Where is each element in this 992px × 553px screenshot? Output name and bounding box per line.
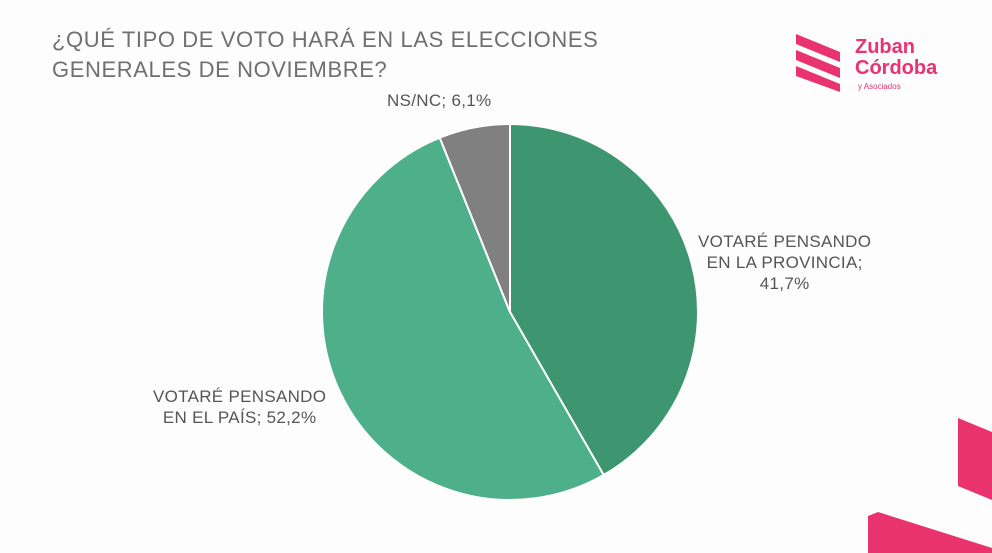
logo-line-1: Zuban	[855, 36, 915, 58]
logo-line-2: Córdoba	[855, 57, 938, 79]
pie-slice-0	[509, 122, 699, 477]
slice-label-provincia-line-3: 41,7%	[759, 274, 810, 293]
pie-slice-2	[438, 122, 511, 313]
slice-label-nsnc: NS/NC; 6,1%	[387, 90, 491, 111]
slice-label-pais-line-1: VOTARÉ PENSANDO	[153, 387, 327, 406]
slice-label-nsnc-line-1: NS/NC; 6,1%	[387, 91, 492, 110]
slice-label-provincia-line-1: VOTARÉ PENSANDO	[698, 232, 872, 251]
logo-mark-icon	[796, 34, 840, 92]
corner-stripe-upper-icon	[958, 418, 992, 500]
slice-label-provincia-line-2: EN LA PROVINCIA;	[706, 253, 863, 272]
zuban-cordoba-logo: Zuban Córdoba y Asociados	[792, 30, 962, 100]
slice-label-pais: VOTARÉ PENSANDO EN EL PAÍS; 52,2%	[153, 386, 326, 428]
logo-subtitle: y Asociados	[858, 82, 901, 91]
logo-wordmark: Zuban Córdoba	[855, 37, 937, 79]
corner-stripe-lower-icon	[868, 512, 992, 553]
slice-label-pais-line-2: EN EL PAÍS; 52,2%	[162, 408, 317, 427]
chart-title: ¿QUÉ TIPO DE VOTO HARÁ EN LAS ELECCIONES…	[52, 27, 599, 82]
slice-label-provincia: VOTARÉ PENSANDO EN LA PROVINCIA; 41,7%	[698, 231, 871, 294]
pie-slice-1	[321, 136, 606, 501]
